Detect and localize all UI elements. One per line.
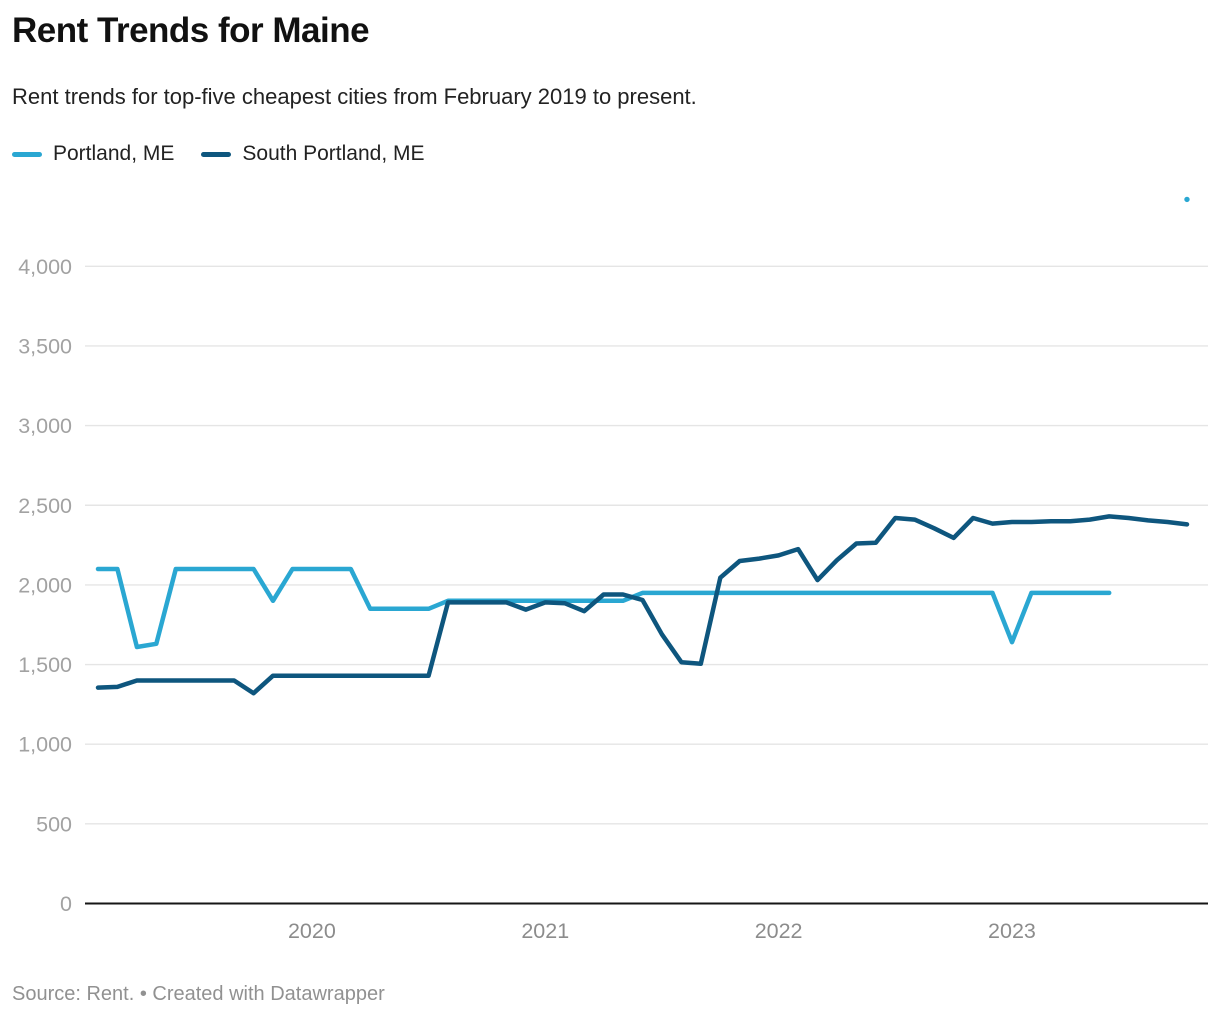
series-line-portland-me[interactable] xyxy=(95,566,1112,650)
x-tick-label-2022: 2022 xyxy=(755,919,803,943)
y-tick-label: 4,000 xyxy=(18,255,72,279)
y-tick-label: 1,000 xyxy=(18,733,72,757)
legend-swatch-icon xyxy=(12,151,42,157)
series-portland-me xyxy=(95,196,1190,650)
legend-item-portland-me: Portland, ME xyxy=(12,142,174,166)
x-tick-label-2020: 2020 xyxy=(288,919,336,943)
y-tick-label: 1,500 xyxy=(18,653,72,677)
y-tick-label: 2,000 xyxy=(18,573,72,597)
y-tick-label: 3,000 xyxy=(18,414,72,438)
series-south-portland-me xyxy=(95,514,1190,696)
y-tick-label: 2,500 xyxy=(18,494,72,518)
legend-label: South Portland, ME xyxy=(242,142,425,165)
chart-title: Rent Trends for Maine xyxy=(12,11,370,50)
legend-item-south-portland-me: South Portland, ME xyxy=(201,142,425,166)
y-tick-label: 500 xyxy=(36,812,72,836)
x-tick-label-2021: 2021 xyxy=(521,919,569,943)
legend-label: Portland, ME xyxy=(53,142,175,165)
series-line-south-portland-me[interactable] xyxy=(95,514,1190,696)
y-tick-label: 0 xyxy=(60,892,72,916)
source-note: Source: Rent. • Created with Datawrapper xyxy=(12,983,385,1005)
legend: Portland, ME South Portland, ME xyxy=(12,142,425,166)
y-tick-label: 3,500 xyxy=(18,334,72,358)
data-point-portland-me[interactable] xyxy=(1184,196,1190,203)
legend-swatch-icon xyxy=(201,151,232,157)
x-tick-label-2023: 2023 xyxy=(988,919,1036,943)
gridlines: 0 500 1,000 1,500 2,000 2,500 3,000 3,500 4,000 xyxy=(18,255,1208,916)
chart-subtitle: Rent trends for top-five cheapest cities… xyxy=(12,84,697,109)
